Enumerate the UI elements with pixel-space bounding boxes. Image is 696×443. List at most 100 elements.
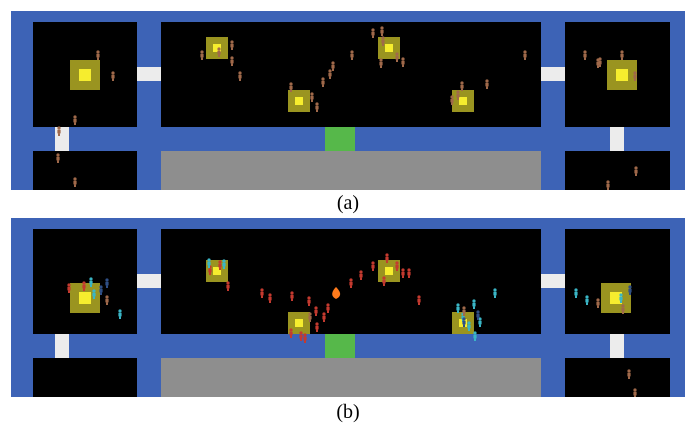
person-icon bbox=[359, 270, 363, 280]
person-icon bbox=[111, 71, 115, 81]
person-icon bbox=[310, 92, 314, 102]
room-bottom-right bbox=[565, 151, 670, 190]
person-icon bbox=[371, 261, 375, 271]
person-icon bbox=[382, 276, 386, 286]
gray-area bbox=[161, 358, 541, 397]
person-icon bbox=[380, 26, 384, 36]
person-icon bbox=[574, 288, 578, 298]
person-icon bbox=[260, 288, 264, 298]
door-right bbox=[541, 67, 565, 81]
person-icon bbox=[606, 180, 610, 190]
panel-a-map bbox=[11, 11, 685, 190]
room-right bbox=[565, 229, 670, 334]
person-icon bbox=[218, 260, 222, 270]
panel-b-environment bbox=[11, 218, 685, 397]
person-icon bbox=[238, 71, 242, 81]
person-icon bbox=[634, 166, 638, 176]
target-square-inner bbox=[295, 97, 303, 105]
person-icon bbox=[385, 253, 389, 263]
target-square-inner bbox=[213, 44, 221, 52]
person-icon bbox=[67, 283, 71, 293]
room-bottom-left bbox=[33, 151, 137, 190]
person-icon bbox=[417, 295, 421, 305]
person-icon bbox=[73, 177, 77, 187]
target-square-inner bbox=[459, 97, 467, 105]
person-icon bbox=[315, 322, 319, 332]
person-icon bbox=[57, 126, 61, 136]
person-icon bbox=[308, 312, 312, 322]
person-icon bbox=[73, 115, 77, 125]
person-icon bbox=[407, 268, 411, 278]
target-square-inner bbox=[610, 292, 622, 304]
exit-door bbox=[325, 127, 355, 151]
person-icon bbox=[493, 288, 497, 298]
person-icon bbox=[633, 388, 637, 397]
person-icon bbox=[456, 303, 460, 313]
person-icon bbox=[456, 90, 460, 100]
panel-a-environment bbox=[11, 11, 685, 190]
person-icon bbox=[322, 312, 326, 322]
person-icon bbox=[473, 331, 477, 341]
person-icon bbox=[321, 77, 325, 87]
person-icon bbox=[268, 293, 272, 303]
person-icon bbox=[485, 79, 489, 89]
person-icon bbox=[450, 95, 454, 105]
person-icon bbox=[395, 52, 399, 62]
person-icon bbox=[230, 40, 234, 50]
person-icon bbox=[621, 304, 625, 314]
person-icon bbox=[118, 309, 122, 319]
person-icon bbox=[379, 58, 383, 68]
person-icon bbox=[596, 58, 600, 68]
room-left bbox=[33, 229, 137, 334]
person-icon bbox=[620, 50, 624, 60]
person-icon bbox=[350, 50, 354, 60]
room-bottom-left bbox=[33, 358, 137, 397]
person-icon bbox=[314, 306, 318, 316]
target-square-inner bbox=[79, 292, 91, 304]
exit-door bbox=[325, 334, 355, 358]
person-icon bbox=[326, 303, 330, 313]
person-icon bbox=[472, 299, 476, 309]
person-icon bbox=[307, 296, 311, 306]
target-square-inner bbox=[385, 267, 393, 275]
person-icon bbox=[462, 306, 466, 316]
person-icon bbox=[349, 278, 353, 288]
person-icon bbox=[467, 321, 471, 331]
person-icon bbox=[476, 310, 480, 320]
person-icon bbox=[217, 47, 221, 57]
target-square-inner bbox=[616, 69, 628, 81]
door-bottom-right bbox=[610, 127, 624, 151]
person-icon bbox=[303, 333, 307, 343]
person-icon bbox=[462, 317, 466, 327]
room-bottom-right bbox=[565, 358, 670, 397]
panel-b-caption: (b) bbox=[336, 401, 360, 423]
person-icon bbox=[633, 71, 637, 81]
person-icon bbox=[371, 28, 375, 38]
person-icon bbox=[628, 285, 632, 295]
target-square-inner bbox=[79, 69, 91, 81]
person-icon bbox=[401, 57, 405, 67]
person-icon bbox=[289, 328, 293, 338]
person-icon bbox=[226, 281, 230, 291]
person-icon bbox=[82, 281, 86, 291]
person-icon bbox=[596, 298, 600, 308]
person-icon bbox=[585, 295, 589, 305]
target-square-inner bbox=[295, 319, 303, 327]
person-icon bbox=[331, 61, 335, 71]
person-icon bbox=[627, 369, 631, 379]
panel-b-map bbox=[11, 218, 685, 397]
person-icon bbox=[381, 36, 385, 46]
person-icon bbox=[290, 291, 294, 301]
fire-icon bbox=[332, 287, 341, 299]
person-icon bbox=[105, 278, 109, 288]
door-right bbox=[541, 274, 565, 288]
panel-a-caption: (a) bbox=[336, 192, 360, 214]
person-icon bbox=[315, 102, 319, 112]
person-icon bbox=[395, 261, 399, 271]
gray-area bbox=[161, 151, 541, 190]
person-icon bbox=[523, 50, 527, 60]
person-icon bbox=[583, 50, 587, 60]
target-square-inner bbox=[213, 267, 221, 275]
person-icon bbox=[56, 153, 60, 163]
person-icon bbox=[460, 81, 464, 91]
